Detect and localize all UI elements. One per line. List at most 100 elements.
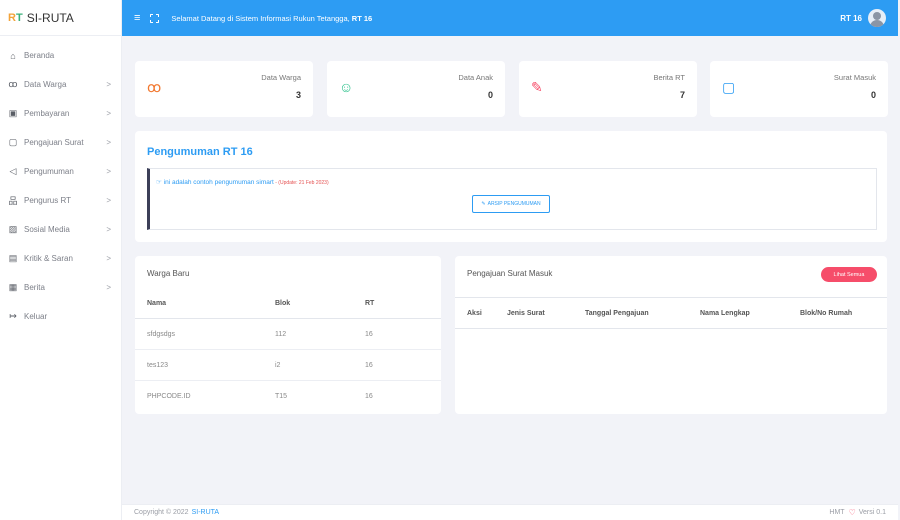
table-cell: sfdgsdgs [147,330,176,338]
view-all-button[interactable]: Lihat Semua [821,267,877,282]
sidebar-item-kritik-saran[interactable]: ▤ Kritik & Saran > [0,244,121,273]
sidebar-nav: ⌂ Beranda ꝏ Data Warga > ▣ Pembayaran > ▢ Pengaju… [0,36,121,331]
version-text: Versi 0.1 [858,509,886,516]
sidebar-item-label: Keluar [24,312,48,321]
users-icon: ꝏ [8,79,18,89]
stat-title: Data Warga [261,73,301,82]
brand[interactable]: RT SI-RUTA [0,0,121,36]
heart-icon: ♡ [848,508,856,517]
user-name: RT 16 [840,13,862,23]
warga-baru-title: Warga Baru [147,269,190,278]
sidebar-item-pengajuan-surat[interactable]: ▢ Pengajuan Surat > [0,128,121,157]
table-row[interactable]: sfdgsdgs 112 16 [135,319,441,350]
column-header[interactable]: Nama Lengkap [700,309,750,317]
table-cell: 16 [365,393,373,400]
table-cell: i2 [275,361,281,369]
announcement-card: Pengumuman RT 16 ☞ ini adalah contoh pen… [135,131,887,242]
sidebar-item-keluar[interactable]: ↦ Keluar [0,302,121,331]
edit-icon: ✎ [481,201,486,207]
home-icon: ⌂ [10,50,16,61]
stat-title: Surat Masuk [833,73,876,82]
stat-title: Data Anak [458,73,493,82]
chevron-right-icon: > [106,254,111,263]
sidebar-item-sosial-media[interactable]: ▨ Sosial Media > [0,215,121,244]
warga-baru-card: Warga Baru Nama Blok RT sfdgsdgs 112 16 tes123… [135,256,441,414]
avatar[interactable] [868,9,886,27]
sidebar: RT SI-RUTA ⌂ Beranda ꝏ Data Warga > ▣ Pembayar… [0,0,122,520]
chevron-right-icon: > [106,109,111,118]
brand-logo: RT [8,11,23,24]
pointer-icon: ☞ [156,179,162,186]
sidebar-item-pengurus-rt[interactable]: 品 Pengurus RT > [0,186,121,215]
stat-value: 0 [870,90,876,100]
clipboard-icon: ▢ [722,79,736,95]
column-header[interactable]: Blok/No Rumah [800,309,853,317]
sidebar-item-label: Pembayaran [24,109,70,118]
sidebar-item-beranda[interactable]: ⌂ Beranda [0,41,121,70]
column-header[interactable]: Tanggal Pengajuan [585,309,649,317]
stat-title: Berita RT [653,73,685,82]
sidebar-item-label: Berita [24,283,45,292]
announcement-text[interactable]: ini adalah contoh pengumuman simart [163,179,274,186]
column-header[interactable]: RT [365,299,375,307]
surat-masuk-title: Pengajuan Surat Masuk [467,269,553,278]
chevron-right-icon: > [106,80,111,89]
baby-icon: ☺ [339,79,354,95]
stat-value: 7 [679,90,685,100]
chevron-right-icon: > [106,196,111,205]
surat-masuk-card: Pengajuan Surat Masuk Lihat Semua Aksi Je… [455,256,887,414]
news-icon: ▦ [8,282,18,292]
table-cell: 16 [365,361,373,369]
brand-name: SI-RUTA [26,10,74,25]
menu-toggle-icon[interactable]: ≡ [134,12,141,24]
sidebar-item-pembayaran[interactable]: ▣ Pembayaran > [0,99,121,128]
sidebar-item-label: Pengajuan Surat [24,138,84,147]
table-row[interactable]: PHPCODE.ID T15 16 [135,381,441,412]
copyright-text: Copyright © 2022 [134,509,189,516]
table-cell: 16 [365,330,373,338]
image-icon: ▨ [8,224,18,234]
sidebar-item-pengumuman[interactable]: ◁ Pengumuman > [0,157,121,186]
stat-card-berita-rt[interactable]: ✎ Berita RT 7 [519,61,697,117]
sidebar-item-label: Data Warga [24,80,67,89]
chat-icon: ▤ [8,253,18,263]
announcement-title: Pengumuman RT 16 [147,146,253,158]
chevron-right-icon: > [106,225,111,234]
stat-card-surat-masuk[interactable]: ▢ Surat Masuk 0 [710,61,888,117]
warga-table: Nama Blok RT sfdgsdgs 112 16 tes123 i2 16 PHPCODE… [135,288,441,412]
sidebar-item-label: Pengurus RT [24,196,71,205]
chevron-right-icon: > [106,138,111,147]
money-icon: ▣ [8,108,18,118]
megaphone-icon: ◁ [9,166,17,176]
stat-card-data-anak[interactable]: ☺ Data Anak 0 [327,61,505,117]
column-header[interactable]: Blok [275,299,291,307]
column-header[interactable]: Nama [147,299,167,307]
archive-button[interactable]: ✎ ARSIP PENGUMUMAN [472,195,550,213]
footer-link[interactable]: SI-RUTA [191,509,220,516]
sidebar-item-label: Kritik & Saran [24,254,73,263]
footer-author: HMT [829,509,845,516]
user-menu[interactable]: RT 16 [840,0,886,36]
announcement-box: ☞ ini adalah contoh pengumuman simart - … [147,168,877,230]
sidebar-item-data-warga[interactable]: ꝏ Data Warga > [0,70,121,99]
surat-table-header: Aksi Jenis Surat Tanggal Pengajuan Nama Len… [455,297,887,329]
sidebar-item-label: Pengumuman [24,167,74,176]
announcement-item[interactable]: ☞ ini adalah contoh pengumuman simart - … [156,178,329,186]
table-cell: PHPCODE.ID [147,393,191,400]
announcement-update: - (Update: 21 Feb 2023) [273,180,329,186]
users-icon: ꝏ [147,79,162,95]
edit-icon: ✎ [531,79,543,95]
chevron-right-icon: > [106,283,111,292]
column-header[interactable]: Jenis Surat [507,309,545,317]
chevron-right-icon: > [106,167,111,176]
column-header[interactable]: Aksi [467,309,482,317]
footer: Copyright © 2022 SI-RUTA HMT ♡ Versi 0.1 [122,504,898,520]
org-icon: 品 [8,196,18,206]
table-row[interactable]: tes123 i2 16 [135,350,441,381]
fullscreen-icon[interactable] [150,13,160,23]
table-cell: T15 [275,393,288,400]
sidebar-item-berita[interactable]: ▦ Berita > [0,273,121,302]
stat-card-data-warga[interactable]: ꝏ Data Warga 3 [135,61,313,117]
clipboard-icon: ▢ [8,137,18,147]
sidebar-item-label: Beranda [24,51,55,60]
